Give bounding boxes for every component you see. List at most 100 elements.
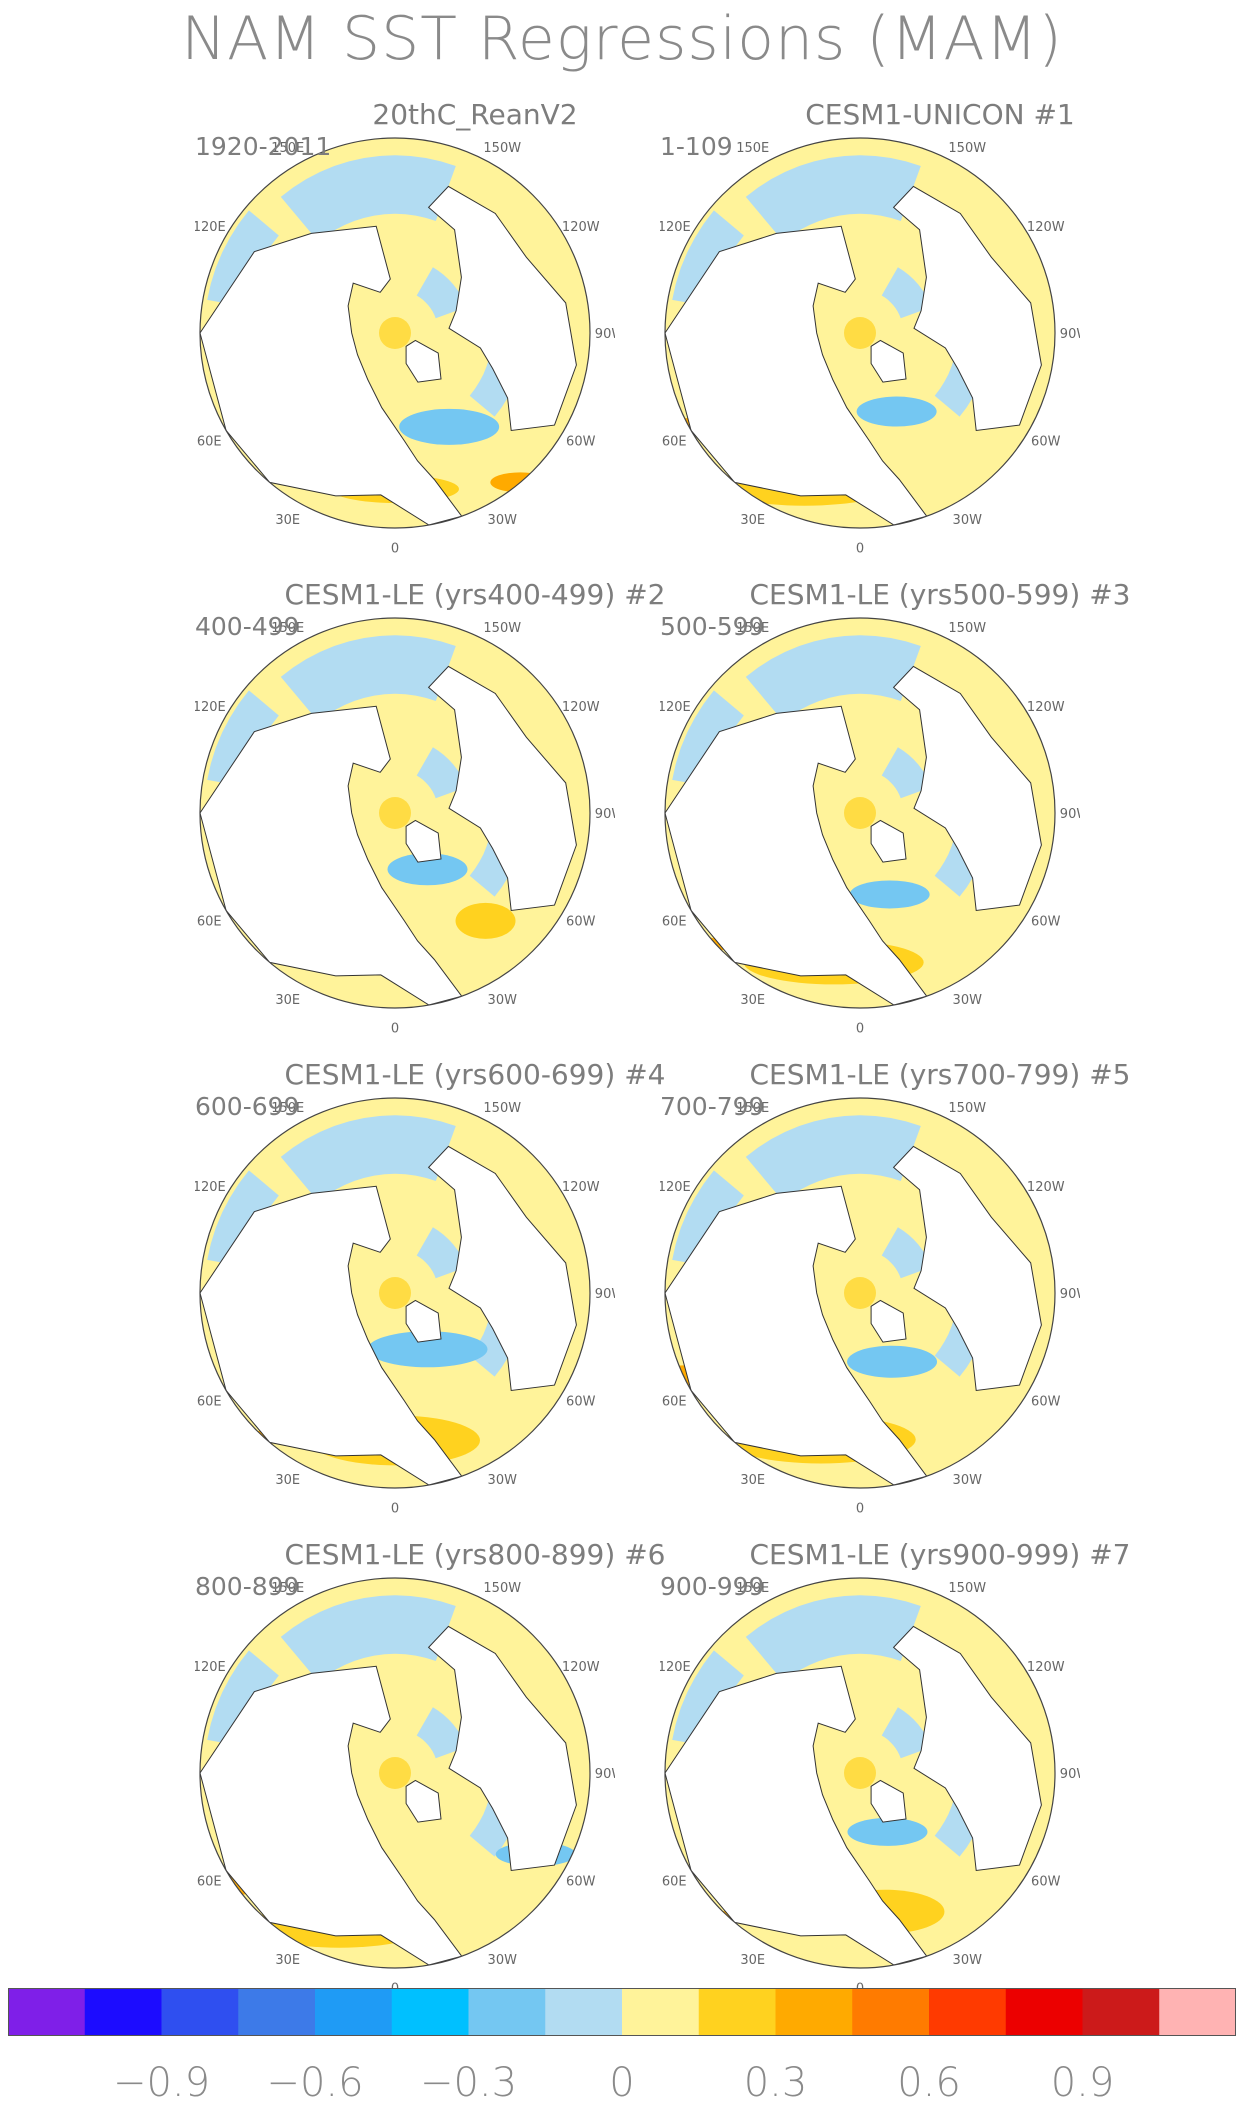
- colorbar-swatch: [1159, 1988, 1236, 2036]
- map-border: [199, 617, 591, 1009]
- longitude-label: 30E: [275, 1473, 300, 1488]
- greenland: [405, 819, 442, 863]
- longitude-label: 30E: [740, 513, 765, 528]
- longitude-label: 30W: [953, 1473, 983, 1488]
- longitude-label: 60E: [197, 914, 222, 929]
- weak-negative-band: [881, 747, 932, 799]
- greenland: [405, 1299, 442, 1343]
- polar-map: 180150E120E90E60E30E030W60W90W120W150W: [660, 1097, 1080, 1516]
- map-border: [664, 1577, 1056, 1969]
- weak-negative-band: [416, 747, 467, 799]
- panel-title: CESM1-UNICON #1: [805, 98, 1075, 131]
- longitude-label: 150W: [948, 1581, 986, 1596]
- longitude-label: 120W: [562, 220, 600, 235]
- map-panel: CESM1-LE (yrs900-999) #7180150E120E90E60…: [660, 1538, 1220, 2008]
- panel-years: 1-109: [660, 132, 733, 161]
- longitude-label: 60W: [566, 914, 596, 929]
- colorbar-swatch: [391, 1988, 469, 2036]
- colorbar-tick-label: 0.6: [897, 2060, 961, 2106]
- panel-years: 700-799: [660, 1092, 765, 1121]
- arctic-ocean: [379, 1757, 411, 1789]
- weak-negative-band: [207, 1650, 279, 1747]
- colorbar-tick-label: 0: [609, 2060, 635, 2106]
- longitude-label: 120E: [195, 700, 226, 715]
- colorbar: [8, 1988, 1236, 2036]
- weak-negative-band: [280, 635, 456, 722]
- map-panel: CESM1-LE (yrs600-699) #4180150E120E90E60…: [195, 1058, 755, 1528]
- colorbar-swatch: [315, 1988, 393, 2036]
- weak-negative-band: [416, 267, 467, 319]
- longitude-label: 120E: [195, 220, 226, 235]
- negative-anomaly: [847, 1345, 938, 1378]
- weak-negative-band: [745, 1115, 921, 1202]
- longitude-label: 0: [391, 1022, 399, 1037]
- longitude-label: 150E: [736, 621, 769, 636]
- panel-number: #5: [1080, 1058, 1131, 1091]
- longitude-label: 60W: [566, 1394, 596, 1409]
- longitude-label: 120E: [660, 1660, 691, 1675]
- weak-negative-band: [416, 1227, 467, 1279]
- colorbar-swatch: [622, 1988, 700, 2036]
- longitude-label: 60W: [1031, 1874, 1061, 1889]
- weak-negative-band: [745, 635, 921, 722]
- greenland: [405, 339, 442, 383]
- panel-title: CESM1-LE (yrs600-699) #4: [284, 1058, 666, 1091]
- weak-negative-band: [672, 1650, 744, 1747]
- weak-negative-band: [672, 1170, 744, 1267]
- weak-negative-band: [881, 267, 932, 319]
- map-border: [199, 1577, 591, 1969]
- polar-map: 180150E120E90E60E30E030W60W90W120W150W: [195, 137, 615, 556]
- longitude-label: 150E: [736, 1581, 769, 1596]
- longitude-label: 150W: [483, 621, 521, 636]
- north-america: [892, 1625, 1042, 1872]
- longitude-label: 0: [391, 1502, 399, 1517]
- map-panel: 20thC_ReanV2180150E120E90E60E30E030W60W9…: [195, 98, 755, 568]
- north-america: [892, 665, 1042, 912]
- panel-title: CESM1-LE (yrs700-799) #5: [749, 1058, 1131, 1091]
- weak-negative-band: [207, 690, 279, 787]
- weak-negative-band: [416, 1707, 467, 1759]
- colorbar-swatch: [775, 1988, 853, 2036]
- weak-negative-band: [280, 1595, 456, 1682]
- map-border: [664, 1097, 1056, 1489]
- eurasia: [665, 225, 928, 526]
- longitude-label: 60E: [197, 1874, 222, 1889]
- map-panel: CESM1-UNICON #1180150E120E90E60E30E030W6…: [660, 98, 1220, 568]
- longitude-label: 150W: [483, 1101, 521, 1116]
- panel-number: #1: [1024, 98, 1075, 131]
- longitude-label: 30E: [275, 1953, 300, 1968]
- panel-number: #7: [1080, 1538, 1131, 1571]
- panel-number: #4: [615, 1058, 666, 1091]
- longitude-label: 60E: [197, 434, 222, 449]
- longitude-label: 120W: [562, 1180, 600, 1195]
- colorbar-swatch: [698, 1988, 776, 2036]
- longitude-label: 90W: [1060, 807, 1080, 822]
- map-border: [664, 137, 1056, 529]
- longitude-label: 60E: [197, 1394, 222, 1409]
- panel-years: 600-699: [195, 1092, 300, 1121]
- longitude-label: 120W: [562, 1660, 600, 1675]
- longitude-label: 120E: [195, 1660, 226, 1675]
- longitude-label: 150W: [483, 141, 521, 156]
- longitude-label: 90W: [1060, 327, 1080, 342]
- polar-map: 180150E120E90E60E30E030W60W90W120W150W: [195, 617, 615, 1037]
- arctic-ocean: [379, 317, 411, 349]
- colorbar-swatch: [84, 1988, 162, 2036]
- eurasia: [200, 1665, 463, 1966]
- weak-negative-band: [672, 210, 744, 307]
- eurasia: [200, 1185, 463, 1486]
- polar-map: 180150E120E90E60E30E030W60W90W120W150W: [195, 1097, 615, 1517]
- longitude-label: 30W: [488, 1473, 518, 1488]
- longitude-label: 120E: [660, 220, 691, 235]
- longitude-label: 30W: [953, 1953, 983, 1968]
- longitude-label: 60E: [662, 914, 687, 929]
- map-panel: CESM1-LE (yrs500-599) #3180150E120E90E60…: [660, 578, 1220, 1048]
- longitude-label: 90W: [1060, 1767, 1080, 1782]
- north-america: [427, 665, 577, 912]
- eurasia: [665, 705, 928, 1006]
- weak-negative-band: [672, 690, 744, 787]
- longitude-label: 150E: [271, 1101, 304, 1116]
- negative-anomaly: [367, 1331, 488, 1368]
- polar-map: 180150E120E90E60E30E030W60W90W120W150W: [195, 1577, 615, 1996]
- negative-anomaly: [387, 853, 468, 886]
